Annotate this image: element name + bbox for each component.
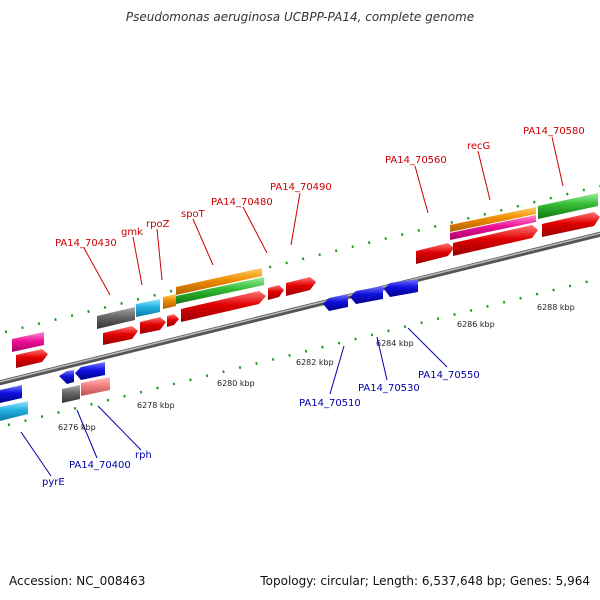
genome-backbone	[0, 231, 600, 386]
gene-arrow[interactable]	[0, 401, 28, 421]
gene-label-top[interactable]: spoT	[181, 209, 206, 220]
gene-label-bottom[interactable]: PA14_70530	[358, 383, 420, 394]
forward-genes	[12, 193, 600, 368]
gene-arrow[interactable]	[16, 349, 48, 368]
gene-label-bottom[interactable]: PA14_70400	[69, 460, 131, 471]
gene-arrow[interactable]	[103, 326, 138, 345]
gene-arrow[interactable]	[167, 314, 179, 327]
gene-arrow[interactable]	[75, 362, 105, 380]
gene-arrow[interactable]	[140, 317, 166, 334]
accession-text: Accession: NC_008463	[9, 574, 146, 588]
gene-arrow[interactable]	[163, 294, 176, 309]
gene-label-top[interactable]: recG	[467, 141, 490, 152]
gene-arrow[interactable]	[542, 212, 600, 237]
kbp-tick-label: 6286 kbp	[457, 320, 495, 329]
reverse-genes	[0, 279, 418, 421]
genome-title: Pseudomonas aeruginosa UCBPP-PA14, compl…	[125, 10, 475, 24]
kbp-tick-label: 6282 kbp	[296, 358, 334, 367]
gene-label-top[interactable]: PA14_70430	[55, 238, 117, 249]
gene-label-bottom[interactable]: pyrE	[42, 477, 65, 488]
gene-arrow[interactable]	[268, 285, 284, 300]
gene-arrow[interactable]	[97, 307, 135, 329]
gene-arrow[interactable]	[286, 277, 316, 296]
gene-label-bottom[interactable]: PA14_70510	[299, 398, 361, 409]
gene-arrow[interactable]	[136, 299, 160, 317]
gene-arrow[interactable]	[538, 193, 598, 219]
gene-arrow[interactable]	[453, 225, 538, 256]
kbp-tick-label: 6276 kbp	[58, 423, 96, 432]
gene-arrow[interactable]	[0, 385, 22, 403]
gene-arrow[interactable]	[81, 377, 110, 396]
gene-arrow[interactable]	[323, 294, 348, 311]
gene-arrow[interactable]	[384, 279, 418, 297]
gene-arrow[interactable]	[176, 277, 264, 304]
gene-label-top[interactable]: PA14_70560	[385, 155, 447, 166]
gene-label-top[interactable]: PA14_70480	[211, 197, 273, 208]
kbp-tick-label: 6284 kbp	[376, 339, 414, 348]
gene-arrow[interactable]	[450, 215, 536, 240]
bottom-leader-lines	[20, 327, 448, 477]
upper-tick-rail	[4, 184, 600, 334]
gene-arrow[interactable]	[450, 207, 536, 232]
gene-label-bottom[interactable]: PA14_70550	[418, 370, 480, 381]
gene-arrow[interactable]	[416, 243, 454, 264]
kbp-tick-label: 6280 kbp	[217, 379, 255, 388]
top-leader-lines	[83, 136, 564, 296]
kbp-tick-label: 6278 kbp	[137, 401, 175, 410]
gene-label-top[interactable]: gmk	[121, 227, 143, 238]
gene-arrow[interactable]	[176, 268, 262, 295]
gene-label-top[interactable]: PA14_70490	[270, 182, 332, 193]
gene-arrow[interactable]	[350, 286, 383, 304]
gene-label-bottom[interactable]: rph	[135, 450, 152, 461]
gene-label-top[interactable]: rpoZ	[146, 219, 170, 230]
gene-arrow[interactable]	[62, 385, 80, 403]
kbp-tick-label: 6288 kbp	[537, 303, 575, 312]
gene-arrow[interactable]	[181, 291, 266, 322]
gene-arrow[interactable]	[12, 332, 44, 352]
gene-label-top[interactable]: PA14_70580	[523, 126, 585, 137]
gene-arrow[interactable]	[59, 370, 74, 384]
genome-summary-text: Topology: circular; Length: 6,537,648 bp…	[260, 574, 590, 588]
